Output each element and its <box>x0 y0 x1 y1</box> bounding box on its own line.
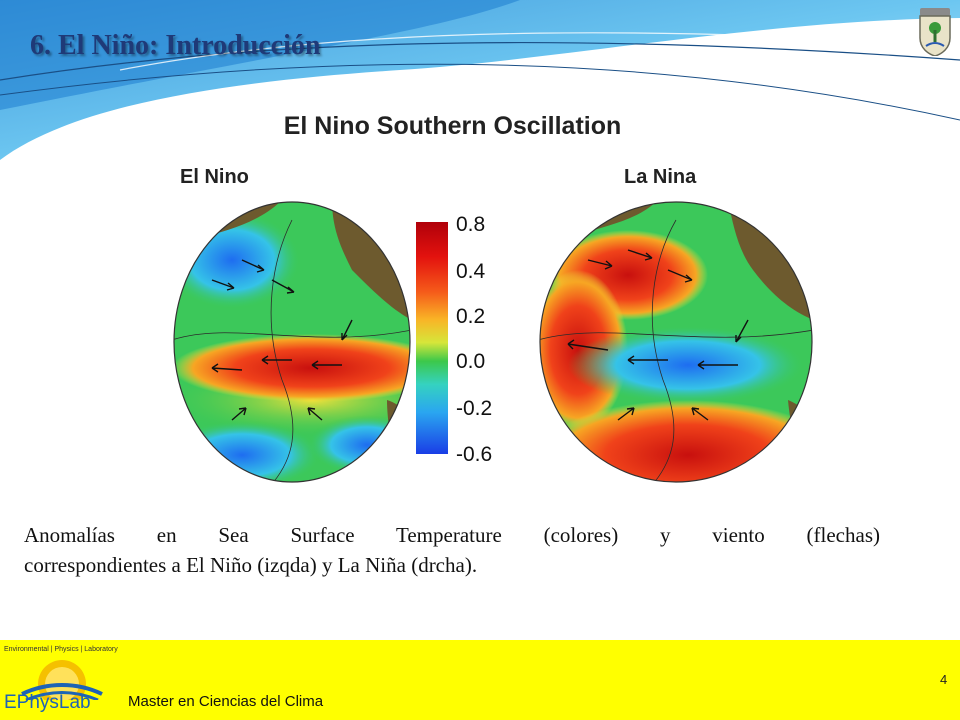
colorbar-tick: 0.8 <box>456 213 486 236</box>
figure-title: El Nino Southern Oscillation <box>283 112 622 140</box>
el-nino-label: El Nino <box>180 166 249 188</box>
colorbar-tick: -0.6 <box>456 443 493 466</box>
colorbar-tick: 0.0 <box>456 350 486 373</box>
colorbar-tick: 0.2 <box>456 305 486 328</box>
la-nina-label: La Nina <box>624 166 697 188</box>
la-nina-globe <box>539 201 813 483</box>
caption-line-2: correspondientes a El Niño (izqda) y La … <box>24 553 478 577</box>
colorbar-tick: -0.2 <box>456 397 493 420</box>
slide-title: 6. El Niño: Introducción <box>30 30 321 61</box>
caption: Anomalías en Sea Surface Temperature (co… <box>24 520 880 580</box>
university-crest-icon <box>919 8 951 56</box>
enso-figure: El Nino Southern Oscillation El Nino La … <box>130 100 830 490</box>
ephyslab-sun-logo-icon <box>21 660 103 700</box>
lab-name: Environmental | Physics | Laboratory <box>4 646 118 653</box>
header-wave-decoration <box>0 0 960 160</box>
lab-wordmark: EPhysLab <box>4 692 91 713</box>
footer-bar: Environmental | Physics | Laboratory EPh… <box>0 640 960 720</box>
colorbar <box>416 222 448 454</box>
page-number: 4 <box>940 672 948 687</box>
master-program-label: Master en Ciencias del Clima <box>128 693 324 710</box>
colorbar-tick: 0.4 <box>456 260 486 283</box>
el-nino-globe <box>173 201 411 483</box>
caption-line-1: Anomalías en Sea Surface Temperature (co… <box>24 523 880 547</box>
